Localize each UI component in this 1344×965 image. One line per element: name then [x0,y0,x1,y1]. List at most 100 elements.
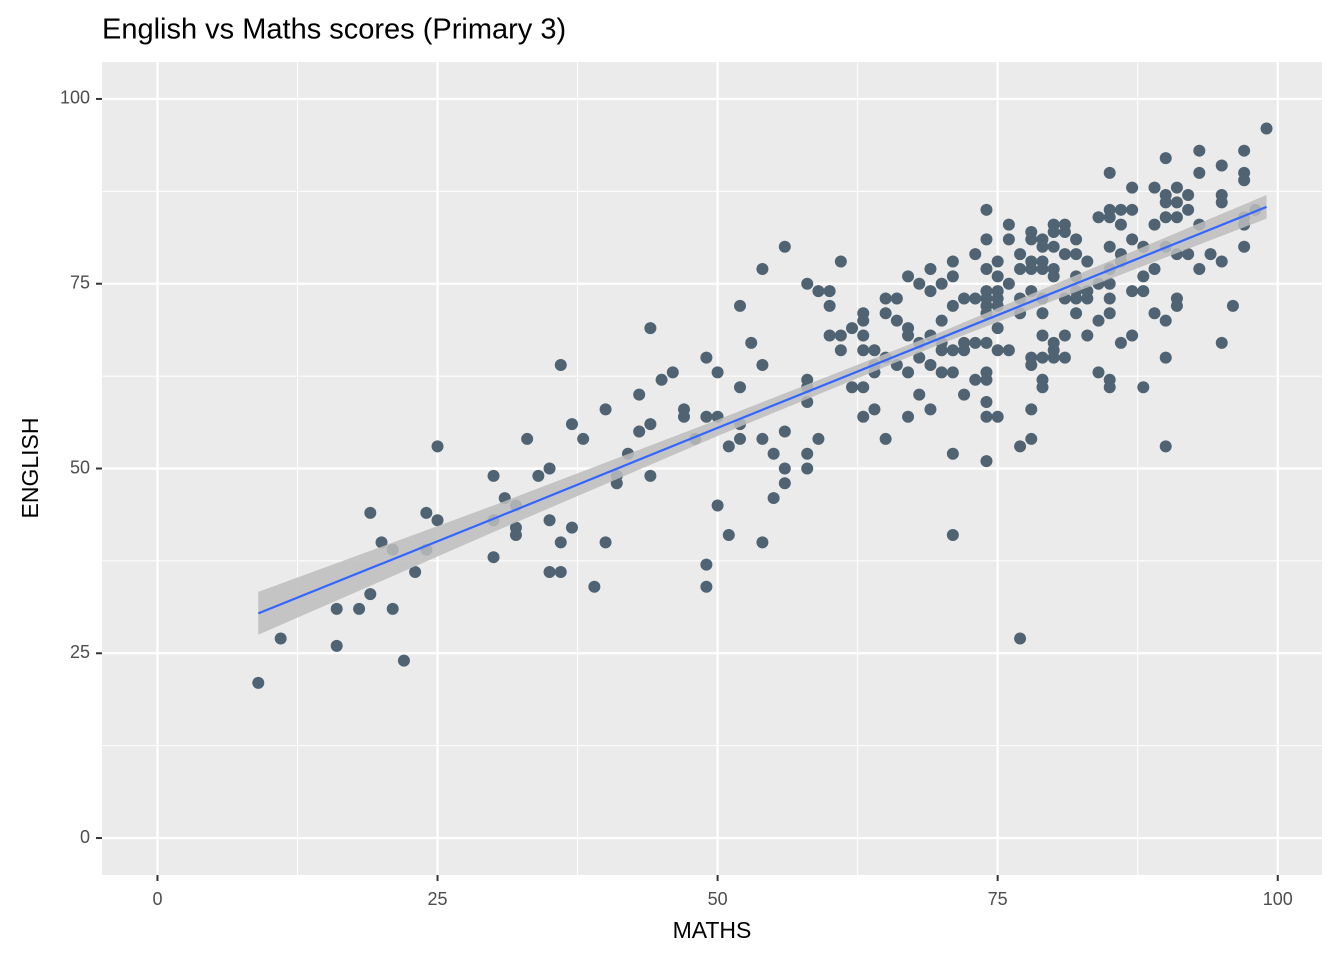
point [1148,181,1161,194]
point [1092,211,1105,224]
y-tick-label: 50 [70,457,90,477]
point [756,359,769,372]
point [980,373,993,386]
point [1137,381,1150,394]
point [778,240,791,253]
point [980,410,993,423]
point [1137,285,1150,298]
point [633,425,646,438]
point [1238,240,1251,253]
point [599,403,612,416]
point [767,447,780,460]
point [1170,196,1183,209]
point [1159,351,1172,364]
point [1002,218,1015,231]
point [857,314,870,327]
point [935,277,948,290]
point [935,344,948,357]
point [1126,233,1139,246]
point [711,499,724,512]
point [1193,144,1206,157]
point [1025,359,1038,372]
point [1226,299,1239,312]
point [1148,307,1161,320]
point [879,307,892,320]
point [980,455,993,468]
point [756,262,769,275]
point [599,536,612,549]
x-tick-label: 75 [988,889,1008,909]
point [1204,248,1217,261]
point [1036,351,1049,364]
point [1182,189,1195,202]
point [756,536,769,549]
point [778,462,791,475]
point [364,588,377,601]
point [420,506,433,519]
point [509,529,522,542]
point [1070,292,1083,305]
point [1036,262,1049,275]
point [1103,240,1116,253]
point [1159,314,1172,327]
point [958,344,971,357]
point [868,344,881,357]
point [980,203,993,216]
point [711,366,724,379]
point [913,388,926,401]
point [935,314,948,327]
point [924,262,937,275]
point [700,410,713,423]
point [946,299,959,312]
point [846,322,859,335]
y-tick-label: 0 [80,827,90,847]
point [1182,248,1195,261]
point [823,299,836,312]
point [801,277,814,290]
point [902,410,915,423]
point [1002,344,1015,357]
point [734,299,747,312]
confidence-band [258,195,1267,635]
point [543,462,556,475]
point [1047,270,1060,283]
x-tick-label: 50 [708,889,728,909]
point [1036,240,1049,253]
point [409,565,422,578]
point [1126,203,1139,216]
point [1058,225,1071,238]
point [924,285,937,298]
point [991,410,1004,423]
point [543,565,556,578]
point [1193,262,1206,275]
point [1103,381,1116,394]
point [1193,166,1206,179]
point [913,277,926,290]
point [431,514,444,527]
point [1092,314,1105,327]
point [946,255,959,268]
point [565,418,578,431]
point [722,440,735,453]
point [834,255,847,268]
point [913,351,926,364]
point [1058,329,1071,342]
point [991,255,1004,268]
point [666,366,679,379]
point [1114,203,1127,216]
point [487,469,500,482]
point [857,344,870,357]
point [801,447,814,460]
point [1148,218,1161,231]
point [969,373,982,386]
point [655,373,668,386]
point [1114,218,1127,231]
point [554,565,567,578]
point [902,366,915,379]
point [1170,181,1183,194]
point [1014,632,1027,645]
point [969,248,982,261]
point [1137,270,1150,283]
x-axis-title: MATHS [673,917,752,943]
